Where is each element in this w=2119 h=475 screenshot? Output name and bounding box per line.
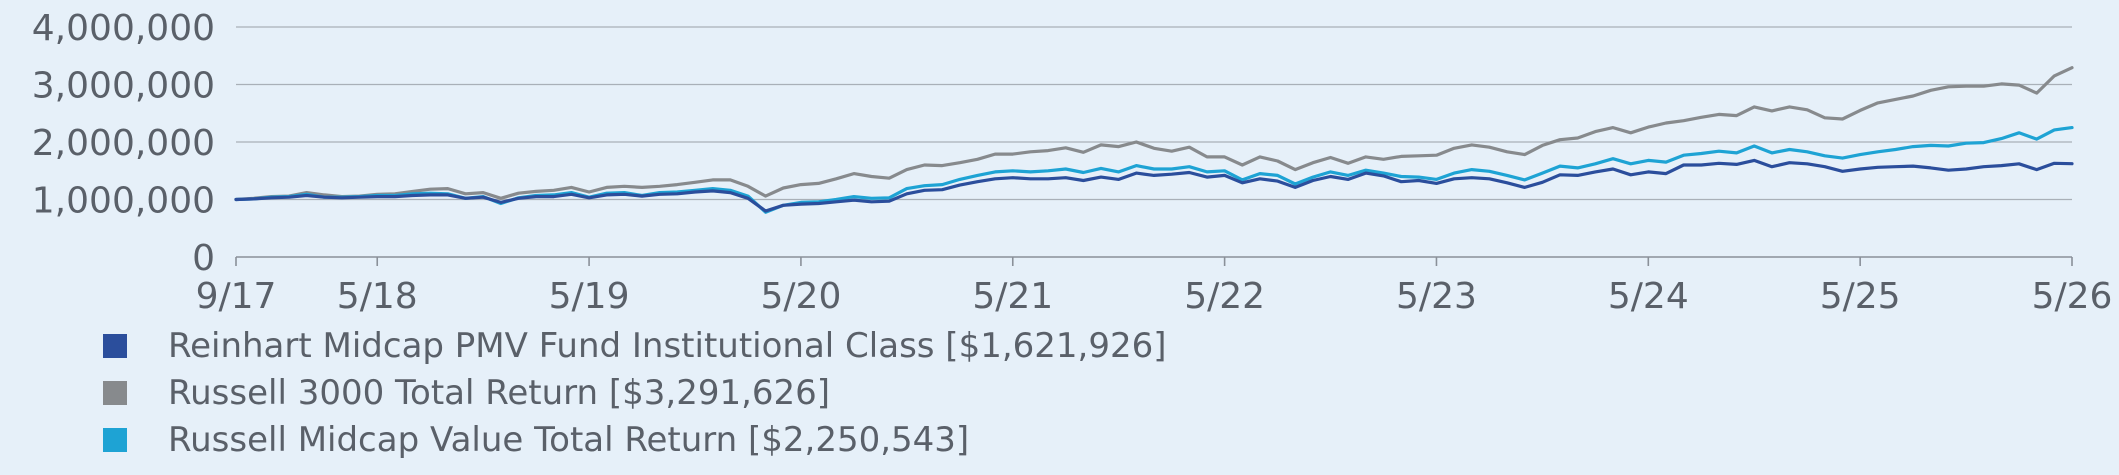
x-tick-label: 5/21 — [972, 276, 1053, 317]
chart-gridlines — [236, 26, 2072, 258]
y-tick-label: 1,000,000 — [32, 181, 215, 222]
x-tick-label: 5/22 — [1184, 276, 1265, 317]
legend-swatch-fund — [103, 333, 127, 358]
series-line-russell-3000 — [234, 66, 2074, 202]
chart-legend: Reinhart Midcap PMV Fund Institutional C… — [103, 322, 1167, 463]
x-tick-label: 5/23 — [1396, 276, 1477, 317]
series-line-fund — [234, 158, 2074, 213]
legend-swatch-russell-3000 — [103, 380, 127, 405]
legend-label-fund: Reinhart Midcap PMV Fund Institutional C… — [168, 325, 1167, 366]
legend-label-russell-midcap-value: Russell Midcap Value Total Return [$2,25… — [168, 419, 970, 460]
x-tick-label: 9/17 — [196, 276, 277, 317]
x-tick-label: 5/24 — [1608, 276, 1689, 317]
legend-label-russell-3000: Russell 3000 Total Return [$3,291,626] — [168, 372, 831, 413]
x-tick-label: 5/19 — [549, 276, 630, 317]
x-axis: 9/17 5/18 5/19 5/20 5/21 5/22 5/23 5/24 5/25 5/26 — [196, 257, 2113, 317]
x-tick-label: 5/25 — [1820, 276, 1901, 317]
x-tick-label: 5/26 — [2032, 276, 2113, 317]
y-tick-label: 4,000,000 — [32, 8, 215, 49]
x-tick-label: 5/18 — [337, 276, 418, 317]
x-tick-label: 5/20 — [761, 276, 842, 317]
series-lines — [234, 66, 2074, 214]
y-tick-label: 2,000,000 — [32, 123, 215, 164]
legend-swatch-russell-midcap-value — [103, 427, 127, 452]
legend-item-russell-3000: Russell 3000 Total Return [$3,291,626] — [103, 369, 1167, 416]
y-tick-label: 0 — [192, 238, 215, 279]
y-tick-label: 3,000,000 — [32, 66, 215, 107]
y-axis: 0 1,000,000 2,000,000 3,000,000 4,000,000 — [32, 8, 215, 279]
legend-item-russell-midcap-value: Russell Midcap Value Total Return [$2,25… — [103, 416, 1167, 463]
legend-item-fund: Reinhart Midcap PMV Fund Institutional C… — [103, 322, 1167, 369]
